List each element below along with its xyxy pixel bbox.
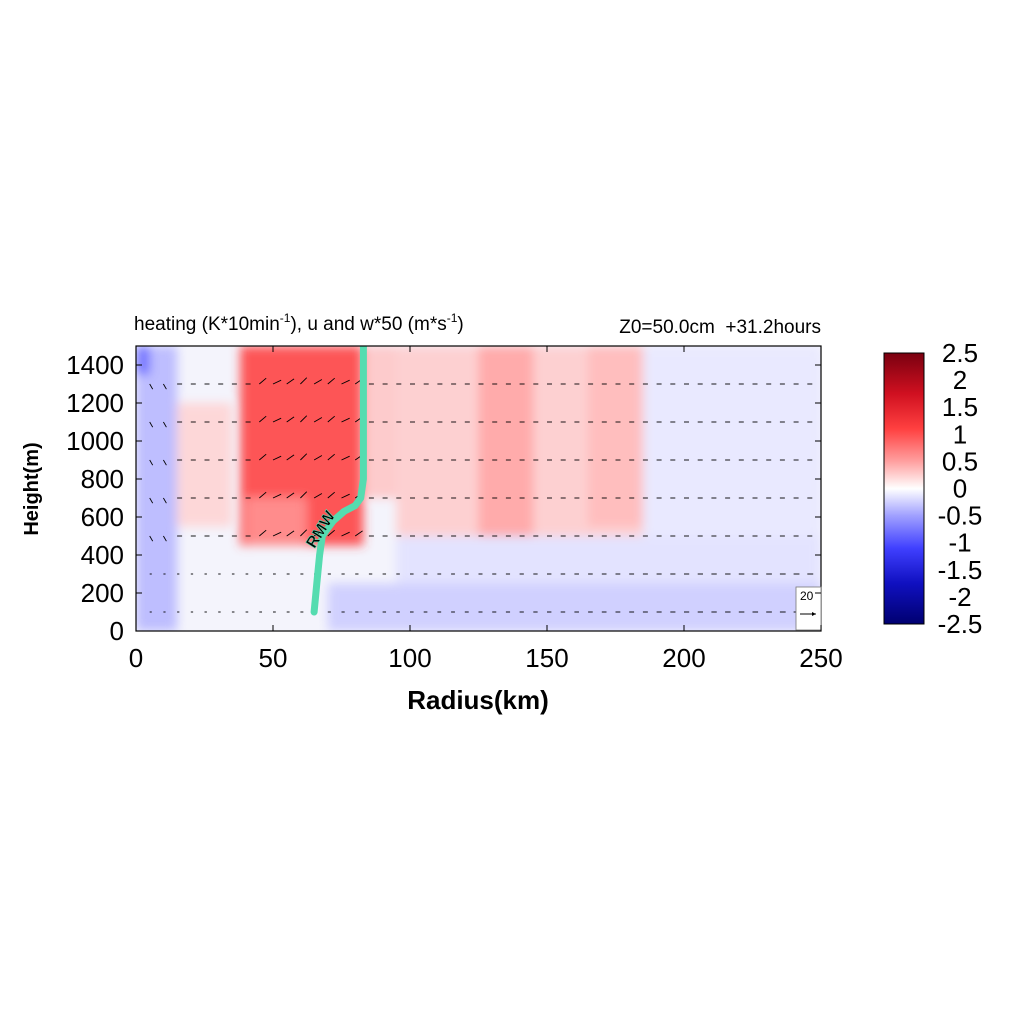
field-band xyxy=(327,583,821,631)
wind-vector xyxy=(300,529,308,537)
wind-vector xyxy=(313,379,323,385)
field-band xyxy=(136,346,178,631)
y-tick-label: 1400 xyxy=(66,350,124,380)
wind-vector xyxy=(341,379,350,385)
wind-vector xyxy=(327,529,335,537)
wind-vector xyxy=(286,492,295,499)
wind-vector xyxy=(149,459,154,466)
x-axis: 0 50 100 150 200 250 xyxy=(129,346,843,673)
field-band xyxy=(245,498,306,546)
y-tick-label: 800 xyxy=(81,464,124,494)
wind-vector xyxy=(327,415,335,423)
wind-vector xyxy=(163,421,167,428)
x-axis-label: Radius(km) xyxy=(407,685,549,715)
wind-vector xyxy=(272,531,282,537)
wind-vector xyxy=(300,377,308,385)
colorbar-tick-label: -1 xyxy=(948,528,971,558)
reference-vector-label: 20 xyxy=(800,589,814,603)
wind-vector xyxy=(259,453,267,461)
wind-vector xyxy=(354,530,363,537)
wind-vectors xyxy=(149,377,814,613)
y-tick-label: 200 xyxy=(81,578,124,608)
x-tick-label: 0 xyxy=(129,643,143,673)
wind-vector xyxy=(259,491,267,499)
x-tick-label: 100 xyxy=(388,643,431,673)
wind-vector xyxy=(272,455,282,461)
wind-vector xyxy=(272,493,282,499)
wind-vector xyxy=(149,421,154,428)
colorbar-tick-label: 0.5 xyxy=(942,446,978,476)
colorbar-tick-label: -0.5 xyxy=(938,501,983,531)
colorbar-tick-label: 1 xyxy=(953,419,967,449)
wind-vector xyxy=(149,383,154,390)
colorbar-tick-label: -2 xyxy=(948,582,971,612)
wind-vector xyxy=(272,417,282,423)
wind-vector xyxy=(300,491,308,499)
field-band xyxy=(177,403,232,527)
field-band xyxy=(396,536,821,584)
wind-vector xyxy=(259,377,267,385)
colorbar-gradient xyxy=(883,352,925,625)
wind-vector xyxy=(286,454,295,461)
wind-vector xyxy=(163,459,167,466)
reference-vector: 20 xyxy=(795,586,822,631)
wind-vector xyxy=(259,415,267,423)
wind-vector xyxy=(341,531,350,537)
heating-field xyxy=(136,346,821,631)
field-band xyxy=(588,346,643,527)
wind-vector xyxy=(313,455,323,461)
wind-vector xyxy=(300,453,308,461)
wind-vector xyxy=(341,455,350,461)
colorbar-ticks: 2.521.510.50-0.5-1-1.5-2-2.5 xyxy=(938,338,983,639)
wind-vector xyxy=(313,417,323,423)
wind-vector xyxy=(272,379,282,385)
wind-vector xyxy=(327,377,335,385)
colorbar-tick-label: 2.5 xyxy=(942,338,978,368)
plot-area: RMW 20 xyxy=(135,345,822,632)
y-tick-label: 0 xyxy=(110,616,124,646)
field-band xyxy=(363,346,397,498)
field-band xyxy=(642,346,821,536)
plot-frame xyxy=(135,345,822,632)
wind-vector xyxy=(327,491,335,499)
colorbar-tick-label: 1.5 xyxy=(942,392,978,422)
y-axis-label: Height(m) xyxy=(21,442,43,535)
wind-vector xyxy=(300,415,308,423)
colorbar-tick-label: 2 xyxy=(953,365,967,395)
rmw-line xyxy=(310,346,367,616)
x-tick-label: 50 xyxy=(259,643,288,673)
wind-vector xyxy=(149,497,154,504)
wind-vector xyxy=(313,531,323,537)
wind-vector xyxy=(163,383,167,390)
chart-title: heating (K*10min-1), u and w*50 (m*s-1) xyxy=(134,311,464,335)
y-tick-label: 600 xyxy=(81,502,124,532)
colorbar-tick-label: 0 xyxy=(953,474,967,504)
y-tick-label: 400 xyxy=(81,540,124,570)
wind-vector xyxy=(286,530,295,537)
wind-vector xyxy=(341,417,350,423)
wind-vector xyxy=(341,493,350,499)
wind-vector xyxy=(259,529,267,537)
x-tick-label: 150 xyxy=(525,643,568,673)
x-tick-label: 200 xyxy=(662,643,705,673)
wind-vector xyxy=(163,535,167,542)
x-tick-label: 250 xyxy=(799,643,842,673)
wind-vector xyxy=(286,378,295,385)
field-band xyxy=(478,346,534,536)
wind-vector xyxy=(149,535,154,542)
colorbar-tick-label: -1.5 xyxy=(938,555,983,585)
wind-vector xyxy=(313,493,323,499)
chart-subtitle: Z0=50.0cm +31.2hours xyxy=(619,317,821,338)
wind-vector xyxy=(327,453,335,461)
colorbar-tick-label: -2.5 xyxy=(938,609,983,639)
colorbar: 2.521.510.50-0.5-1-1.5-2-2.5 xyxy=(883,338,983,639)
y-tick-label: 1200 xyxy=(66,388,124,418)
y-tick-label: 1000 xyxy=(66,426,124,456)
y-axis: 0 200 400 600 800 1000 1200 1400 xyxy=(66,350,821,646)
field-band xyxy=(136,346,150,375)
wind-vector xyxy=(286,416,295,423)
wind-vector xyxy=(163,497,167,504)
